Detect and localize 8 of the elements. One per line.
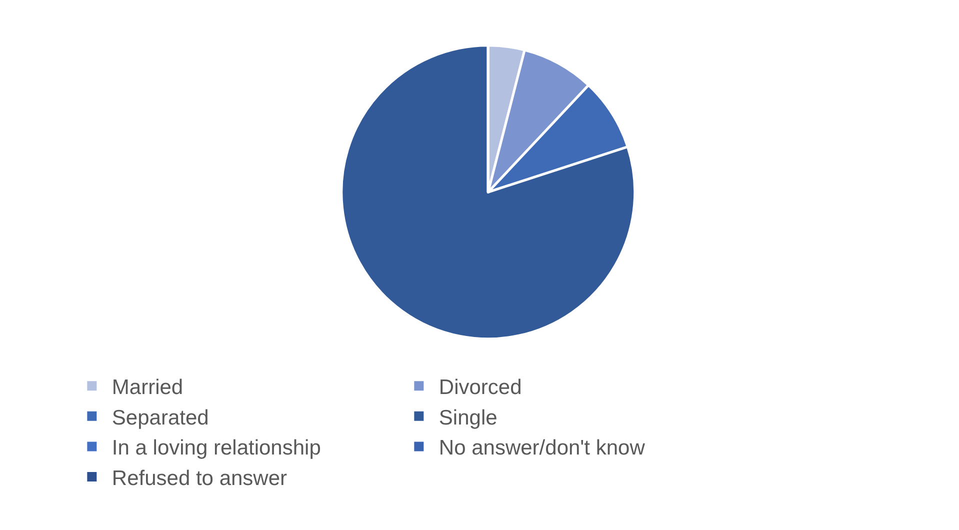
- legend-label: Divorced: [438, 376, 522, 400]
- legend-label: Single: [438, 406, 498, 430]
- legend-label: Separated: [112, 406, 209, 430]
- legend-label: In a loving relationship: [112, 436, 321, 460]
- legend-label: No answer/don't know: [438, 436, 646, 460]
- pie-slice: [340, 44, 636, 340]
- legend-label: Refused to answer: [112, 466, 288, 490]
- legend-label: Married: [112, 376, 184, 400]
